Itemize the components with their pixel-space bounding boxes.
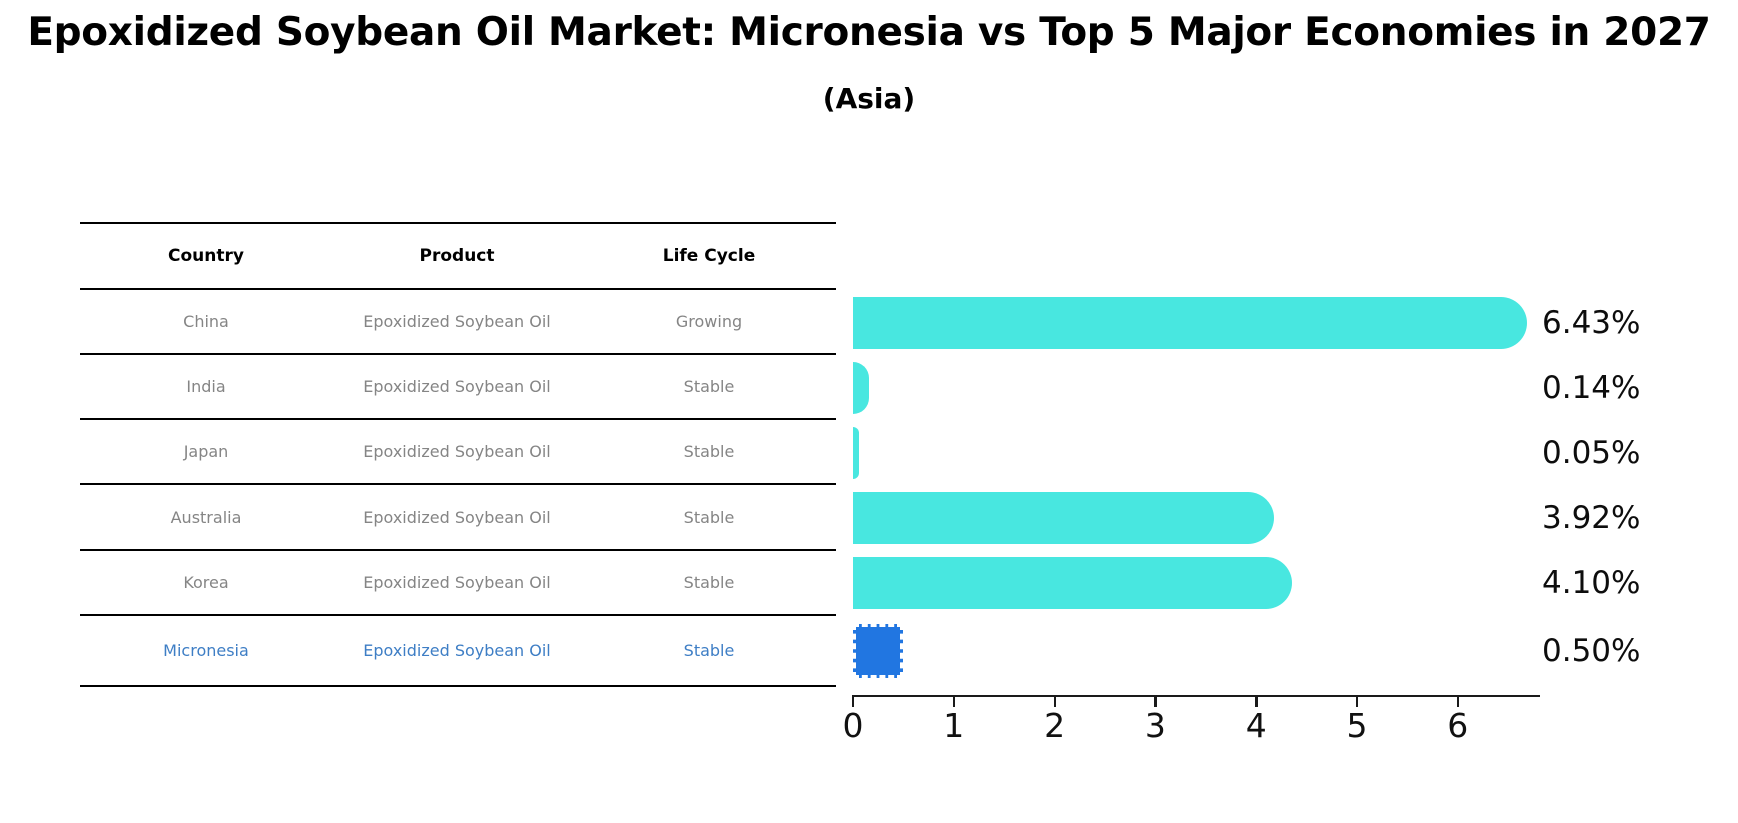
cell-country: India <box>186 377 226 396</box>
x-axis-tick-label: 0 <box>842 706 864 745</box>
x-axis-tick <box>1053 696 1056 707</box>
table-row-china: China Epoxidized Soybean Oil Growing <box>80 290 836 355</box>
x-axis-tick <box>952 696 956 707</box>
bar-value-label-japan: 0.05% <box>1542 435 1641 471</box>
cell-country: China <box>183 312 229 331</box>
bar-india <box>853 362 870 414</box>
cell-country: Korea <box>183 573 229 592</box>
cell-lifecycle: Stable <box>683 507 735 527</box>
column-header-product: Product <box>419 246 495 266</box>
cell-lifecycle: Stable <box>683 573 735 592</box>
cell-lifecycle: Stable <box>683 442 735 461</box>
bar-japan <box>853 427 859 479</box>
cell-lifecycle: Growing <box>675 312 743 331</box>
x-axis-tick-label: 6 <box>1447 706 1469 745</box>
bar-korea <box>853 557 1293 609</box>
chart-title: Epoxidized Soybean Oil Market: Micronesi… <box>27 10 1711 55</box>
x-axis-tick <box>1255 696 1258 707</box>
table-row-japan: Japan Epoxidized Soybean Oil Stable <box>80 420 836 485</box>
x-axis-tick <box>1154 696 1157 707</box>
bar-china <box>853 297 1528 349</box>
x-axis-tick-label: 3 <box>1144 706 1166 745</box>
x-axis-tick-label: 4 <box>1245 706 1267 745</box>
column-header-lifecycle: Life Cycle <box>662 246 756 266</box>
bar-australia <box>853 492 1275 544</box>
bar-value-label-australia: 3.92% <box>1542 500 1641 536</box>
bar-value-label-micronesia: 0.50% <box>1542 633 1641 669</box>
bar-value-label-china: 6.43% <box>1542 305 1641 341</box>
cell-country: Japan <box>183 442 229 461</box>
x-axis-tick-label: 5 <box>1346 706 1368 745</box>
column-header-country: Country <box>168 246 244 266</box>
x-axis-line <box>852 695 1540 698</box>
cell-lifecycle: Stable <box>683 641 735 660</box>
bar-value-label-india: 0.14% <box>1542 370 1641 406</box>
x-axis-tick <box>1356 696 1359 707</box>
table-header-row: Country Product Life Cycle <box>80 222 836 290</box>
bar-value-label-korea: 4.10% <box>1542 565 1641 601</box>
cell-product: Epoxidized Soybean Oil <box>363 573 551 592</box>
cell-country: Australia <box>170 507 242 527</box>
bar-micronesia <box>853 624 904 678</box>
table-row-india: India Epoxidized Soybean Oil Stable <box>80 355 836 420</box>
cell-product: Epoxidized Soybean Oil <box>363 507 551 527</box>
x-axis-tick-label: 2 <box>1044 706 1066 745</box>
country-table: Country Product Life Cycle China Epoxidi… <box>80 222 836 687</box>
cell-product: Epoxidized Soybean Oil <box>363 377 551 396</box>
cell-product: Epoxidized Soybean Oil <box>363 442 551 461</box>
table-row-australia: Australia Epoxidized Soybean Oil Stable <box>80 485 836 551</box>
cell-product: Epoxidized Soybean Oil <box>363 641 551 660</box>
x-axis-tick <box>852 696 855 707</box>
cell-lifecycle: Stable <box>683 377 735 396</box>
cell-country: Micronesia <box>163 641 249 660</box>
chart-subtitle: (Asia) <box>822 82 916 115</box>
cell-product: Epoxidized Soybean Oil <box>363 312 551 331</box>
table-row-korea: Korea Epoxidized Soybean Oil Stable <box>80 551 836 616</box>
x-axis-tick-label: 1 <box>943 706 965 745</box>
x-axis-tick <box>1456 696 1460 707</box>
table-row-micronesia: Micronesia Epoxidized Soybean Oil Stable <box>80 616 836 687</box>
